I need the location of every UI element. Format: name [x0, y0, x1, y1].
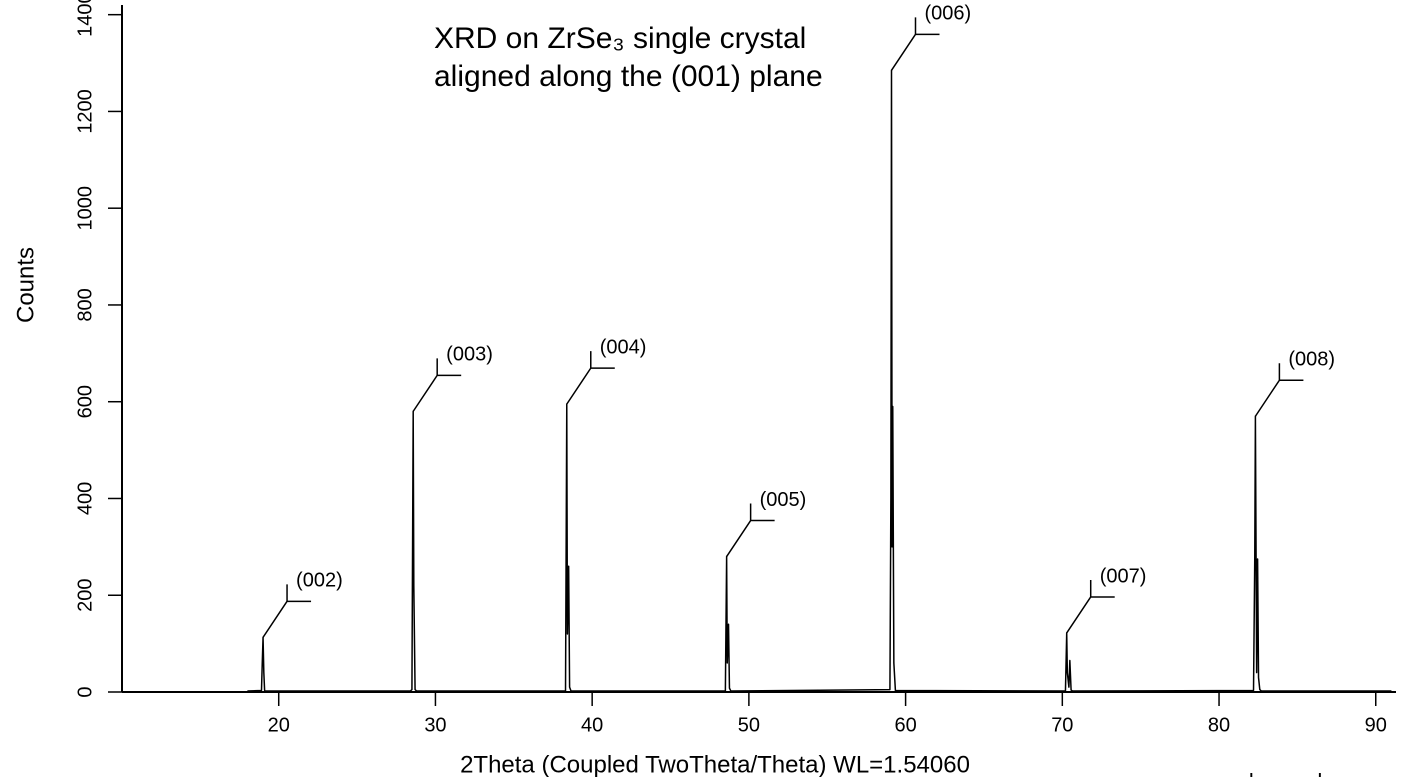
x-tick-label: 80: [1208, 714, 1230, 736]
y-tick-label: 600: [74, 385, 96, 418]
data-line: [247, 69, 1392, 692]
x-tick-label: 20: [268, 714, 290, 736]
chart-title: XRD on ZrSe₃ single crystal: [434, 22, 806, 55]
annotation-label: (005): [760, 489, 807, 511]
y-tick-label: 1200: [74, 89, 96, 133]
annotation-leader: [1254, 363, 1304, 417]
y-tick-label: 400: [74, 482, 96, 515]
y-tick-label: 800: [74, 288, 96, 321]
annotation-label: (006): [924, 3, 971, 25]
x-tick-label: 30: [424, 714, 446, 736]
x-tick-label: 50: [738, 714, 760, 736]
annotation-leader: [726, 503, 775, 557]
annotation-label: (004): [600, 336, 647, 358]
annotation-leader: [1066, 579, 1115, 634]
annotation-leader: [890, 17, 940, 71]
annotation-leader: [566, 351, 615, 405]
y-axis-label: Counts: [12, 247, 39, 323]
annotation-leader: [262, 584, 312, 638]
annotation-label: (002): [296, 570, 343, 592]
x-tick-label: 60: [894, 714, 916, 736]
annotation-label: (008): [1288, 349, 1335, 371]
y-tick-label: 0: [74, 686, 96, 697]
y-tick-label: 1000: [74, 186, 96, 231]
x-axis-label: 2Theta (Coupled TwoTheta/Theta) WL=1.540…: [460, 751, 970, 777]
x-tick-label: 90: [1365, 714, 1387, 736]
y-tick-label: 1400: [74, 0, 96, 37]
annotation-leader: [412, 358, 462, 412]
annotation-label: (007): [1100, 565, 1147, 587]
x-tick-label: 70: [1051, 714, 1073, 736]
chart-title: aligned along the (001) plane: [434, 60, 823, 93]
x-tick-label: 40: [581, 714, 603, 736]
annotation-label: (003): [446, 344, 493, 366]
y-tick-label: 200: [74, 579, 96, 612]
watermark: www.bggraphene.com: [1195, 769, 1414, 777]
